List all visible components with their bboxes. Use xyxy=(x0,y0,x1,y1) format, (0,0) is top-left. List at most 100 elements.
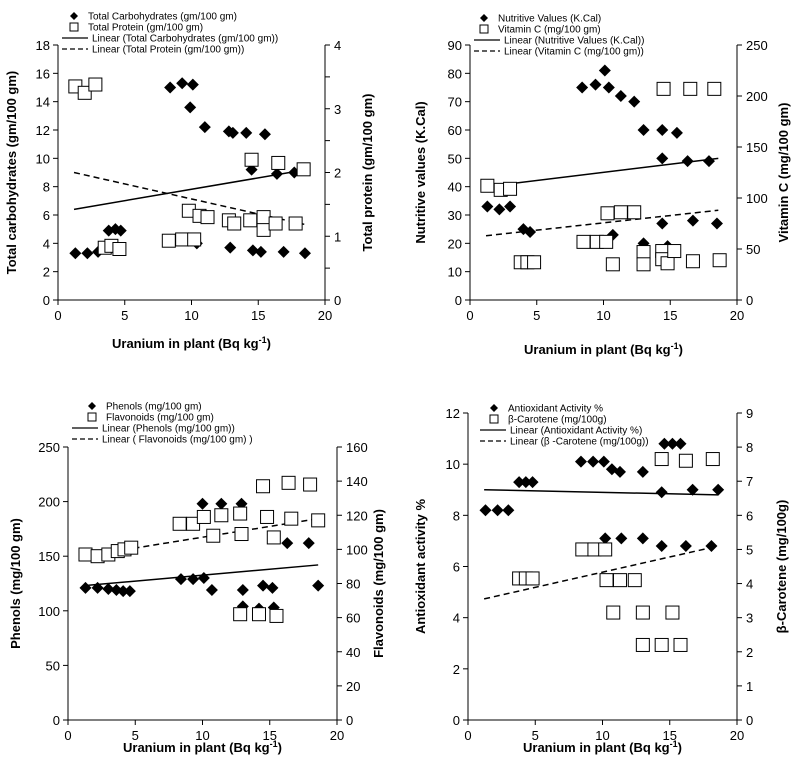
legend-label: Linear (Nutritive Values (K.Cal)) xyxy=(504,36,644,47)
x-tick-label: 10 xyxy=(595,728,609,743)
diamond-point xyxy=(524,226,537,238)
diamond-point xyxy=(186,78,199,91)
square-point xyxy=(77,85,92,100)
diamond-point xyxy=(705,540,718,553)
diamond-point xyxy=(502,504,515,517)
square-point xyxy=(654,637,669,652)
legend-label: Linear (Total Protein (gm/100 gm)) xyxy=(92,45,244,56)
square-point xyxy=(214,508,229,523)
x-tick-label: 15 xyxy=(663,308,677,323)
left-y-tick-label: 16 xyxy=(36,66,50,81)
square-point xyxy=(705,452,720,467)
left-y-tick-label: 6 xyxy=(453,560,460,575)
diamond-point xyxy=(312,579,325,592)
diamond-point xyxy=(236,584,249,597)
right-y-tick-label: 7 xyxy=(746,474,753,489)
diamond-point xyxy=(258,128,271,141)
left-y-tick-label: 4 xyxy=(453,611,460,626)
diamond-point xyxy=(79,581,92,594)
diamond-point xyxy=(184,101,197,114)
right-y-tick-label: 1 xyxy=(746,679,753,694)
left-y-tick-label: 30 xyxy=(448,208,462,223)
legend-label: Vitamin C (mg/100 gm) xyxy=(498,25,601,36)
square-point xyxy=(685,254,700,269)
diamond-point xyxy=(246,244,259,257)
x-axis-title: Uranium in plant (Bq kg-1) xyxy=(524,341,683,357)
left-y-axis-title: Antioxidant activity % xyxy=(413,499,428,635)
diamond-point xyxy=(655,540,668,553)
square-point xyxy=(268,216,283,231)
square-point xyxy=(266,530,281,545)
square-point xyxy=(525,571,540,586)
left-y-tick-label: 8 xyxy=(43,180,50,195)
square-point xyxy=(227,216,242,231)
x-axis-title: Uranium in plant (Bq kg-1) xyxy=(123,739,282,755)
diamond-point xyxy=(636,532,649,545)
diamond-point xyxy=(240,126,253,139)
diamond-point xyxy=(587,455,600,468)
right-y-tick-label: 200 xyxy=(746,89,768,104)
diamond-point xyxy=(176,77,189,90)
right-y-tick-label: 60 xyxy=(346,611,360,626)
square-point xyxy=(303,477,318,492)
diamond-point xyxy=(670,126,683,139)
legend-label: Total Carbohydrates (gm/100 gm) xyxy=(88,12,237,23)
diamond-point xyxy=(493,203,506,216)
diamond-point xyxy=(702,155,715,168)
diamond-point xyxy=(174,573,187,586)
square-point xyxy=(260,509,275,524)
right-y-tick-label: 100 xyxy=(746,191,768,206)
diamond-point xyxy=(589,78,602,91)
x-axis-title-main: Uranium in plant (Bq kg xyxy=(112,336,259,351)
square-point xyxy=(269,608,284,623)
legend: Nutritive Values (K.Cal)Vitamin C (mg/10… xyxy=(474,14,644,58)
legend-diamond-icon xyxy=(480,14,488,22)
square-point xyxy=(78,547,93,562)
square-point xyxy=(576,234,591,249)
left-y-tick-label: 150 xyxy=(38,549,60,564)
x-tick-label: 5 xyxy=(533,308,540,323)
diamond-point xyxy=(164,81,177,94)
diamond-point xyxy=(686,214,699,227)
diamond-point xyxy=(666,437,679,450)
left-y-tick-label: 12 xyxy=(446,406,460,421)
square-point xyxy=(244,152,259,167)
right-y-tick-label: 150 xyxy=(746,140,768,155)
x-tick-label: 20 xyxy=(318,308,332,323)
right-y-tick-label: 9 xyxy=(746,406,753,421)
right-y-tick-label: 4 xyxy=(334,38,341,53)
diamond-point xyxy=(597,455,610,468)
diamond-point xyxy=(491,504,504,517)
x-axis-title: Uranium in plant (Bq kg-1) xyxy=(523,739,682,755)
diamond-point xyxy=(637,124,650,136)
square-point xyxy=(665,605,680,620)
left-y-axis-title: Total carbohydrates (gm/100 gm) xyxy=(4,71,19,274)
square-point xyxy=(284,511,299,526)
right-y-tick-label: 5 xyxy=(746,542,753,557)
right-y-tick-label: 160 xyxy=(346,440,368,455)
diamond-point xyxy=(254,245,267,258)
diamond-point xyxy=(574,455,587,468)
diamond-point xyxy=(224,241,237,254)
legend-label: Phenols (mg/100 gm) xyxy=(106,402,202,413)
x-axis-title-close: ) xyxy=(278,740,282,755)
diamond-point xyxy=(655,486,668,499)
left-y-tick-label: 8 xyxy=(453,508,460,523)
x-axis-title: Uranium in plant (Bq kg-1) xyxy=(112,335,271,351)
diamond-point xyxy=(679,540,692,553)
trendline-solid xyxy=(73,168,307,211)
square-point xyxy=(627,573,642,588)
x-axis-title-superscript: -1 xyxy=(671,341,679,351)
square-point xyxy=(243,213,258,228)
left-y-tick-label: 2 xyxy=(453,662,460,677)
diamond-point xyxy=(519,476,532,489)
left-y-tick-label: 18 xyxy=(36,38,50,53)
left-y-tick-label: 10 xyxy=(446,457,460,472)
diamond-point xyxy=(658,437,671,450)
square-point xyxy=(112,242,127,256)
right-y-tick-label: 6 xyxy=(746,508,753,523)
right-y-axis-title: Total protein (gm/100 gm) xyxy=(360,94,375,252)
square-point xyxy=(200,210,215,225)
right-y-tick-label: 100 xyxy=(346,542,368,557)
x-axis-title-superscript: -1 xyxy=(670,739,678,749)
